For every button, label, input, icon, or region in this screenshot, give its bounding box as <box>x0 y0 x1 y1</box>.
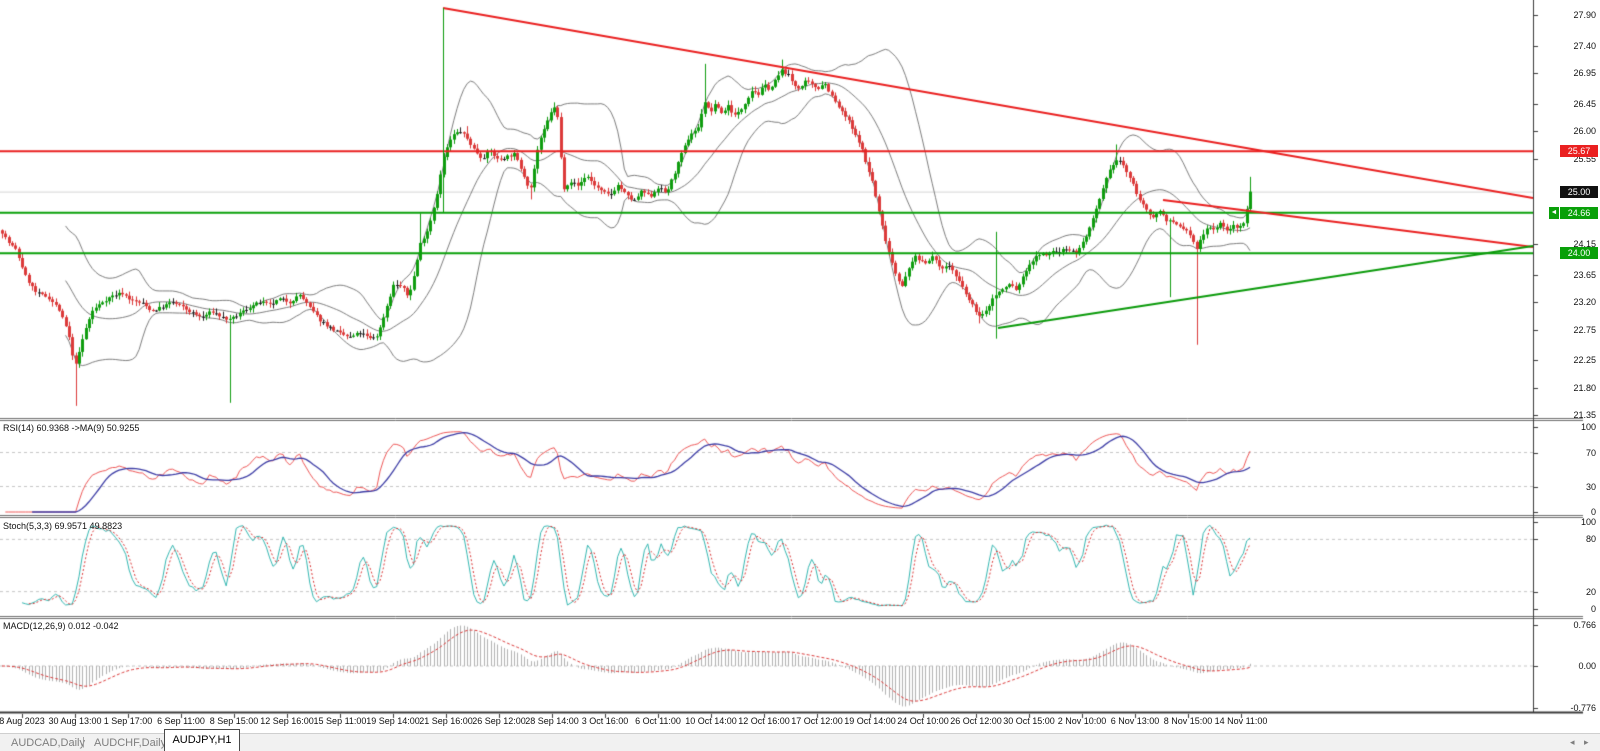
time-tick-label: 15 Sep 11:00 <box>313 716 367 726</box>
chart-tab-bar: AUDCAD,Daily | AUDCHF,Daily <box>0 733 1600 751</box>
time-tick-label: 8 Nov 15:00 <box>1163 716 1213 726</box>
time-tick-label: 12 Sep 16:00 <box>260 716 314 726</box>
time-tick-label: 21 Sep 16:00 <box>419 716 473 726</box>
price-tick-label: 21.80 <box>1573 382 1596 393</box>
time-tick-label: 8 Aug 2023 <box>0 716 45 726</box>
rsi-label: RSI(14) 60.9368 ->MA(9) 50.9255 <box>3 423 140 433</box>
indicator-tick-label: 20 <box>1585 586 1596 597</box>
indicator-tick-label: 0 <box>1590 604 1596 614</box>
time-tick-label: 30 Aug 13:00 <box>48 716 102 726</box>
price-tick-label: 21.35 <box>1573 410 1596 420</box>
price-tick-label: 24.15 <box>1573 239 1596 249</box>
price-line-marker-icon: ◄ <box>1549 206 1559 219</box>
support-low-price-tag: 24.00 <box>1560 247 1598 260</box>
time-tick-label: 12 Oct 16:00 <box>738 716 790 726</box>
indicator-tick-label: 0 <box>1590 507 1596 517</box>
time-tick-label: 28 Sep 14:00 <box>525 716 579 726</box>
time-tick-label: 30 Oct 15:00 <box>1003 716 1055 726</box>
price-tick-label: 23.65 <box>1573 269 1596 280</box>
price-tick-label: 27.40 <box>1573 40 1596 51</box>
macd-label: MACD(12,26,9) 0.012 -0.042 <box>3 621 119 631</box>
time-tick-label: 6 Nov 13:00 <box>1110 716 1160 726</box>
indicator-tick-label: 70 <box>1585 447 1596 458</box>
tab-scroll-left-icon[interactable]: ◂ <box>1570 737 1575 747</box>
time-tick-label: 2 Nov 10:00 <box>1057 716 1107 726</box>
price-tick-label: 22.25 <box>1573 355 1596 366</box>
time-tick-label: 24 Oct 10:00 <box>897 716 949 726</box>
time-tick-label: 8 Sep 15:00 <box>209 716 259 726</box>
tab-separator: | <box>82 736 85 748</box>
tab-audjpy-h1[interactable]: AUDJPY,H1 <box>164 729 240 751</box>
time-tick-label: 17 Oct 12:00 <box>791 716 843 726</box>
indicator-tick-label: 0.00 <box>1578 661 1596 671</box>
resistance-price-tag: 25.67 <box>1560 145 1598 158</box>
support-mid-price-tag: 24.66 <box>1560 206 1598 219</box>
time-tick-label: 19 Oct 14:00 <box>844 716 896 726</box>
indicator-tick-label: 100 <box>1580 517 1596 527</box>
indicator-tick-label: 100 <box>1580 422 1596 432</box>
tab-audchf-daily[interactable]: AUDCHF,Daily <box>94 737 167 749</box>
tab-scroll-right-icon[interactable]: ▸ <box>1584 737 1589 747</box>
current-price-tag: 25.00 <box>1560 186 1598 199</box>
price-tick-label: 23.20 <box>1573 297 1596 308</box>
price-tick-label: 22.75 <box>1573 324 1596 335</box>
indicator-tick-label: -0.776 <box>1570 703 1596 713</box>
stoch-label: Stoch(5,3,3) 69.9571 49.8823 <box>3 521 123 531</box>
time-tick-label: 1 Sep 17:00 <box>103 716 153 726</box>
time-tick-label: 19 Sep 14:00 <box>366 716 420 726</box>
price-tick-label: 26.00 <box>1573 126 1596 137</box>
time-tick-label: 3 Oct 16:00 <box>581 716 629 726</box>
price-tick-label: 27.90 <box>1573 10 1596 20</box>
time-tick-label: 26 Oct 12:00 <box>950 716 1002 726</box>
indicator-tick-label: 0.766 <box>1573 619 1596 630</box>
time-tick-label: 26 Sep 12:00 <box>472 716 526 726</box>
time-tick-label: 6 Oct 11:00 <box>635 716 681 726</box>
tab-audcad-daily[interactable]: AUDCAD,Daily <box>11 737 85 749</box>
price-tick-label: 25.55 <box>1573 153 1596 164</box>
time-tick-label: 14 Nov 11:00 <box>1214 716 1268 726</box>
price-tick-label: 26.95 <box>1573 68 1596 79</box>
price-tick-label: 26.45 <box>1573 98 1596 109</box>
indicator-tick-label: 30 <box>1585 481 1596 492</box>
time-tick-label: 10 Oct 14:00 <box>685 716 737 726</box>
indicator-tick-label: 80 <box>1585 534 1596 545</box>
time-tick-label: 6 Sep 11:00 <box>157 716 205 726</box>
